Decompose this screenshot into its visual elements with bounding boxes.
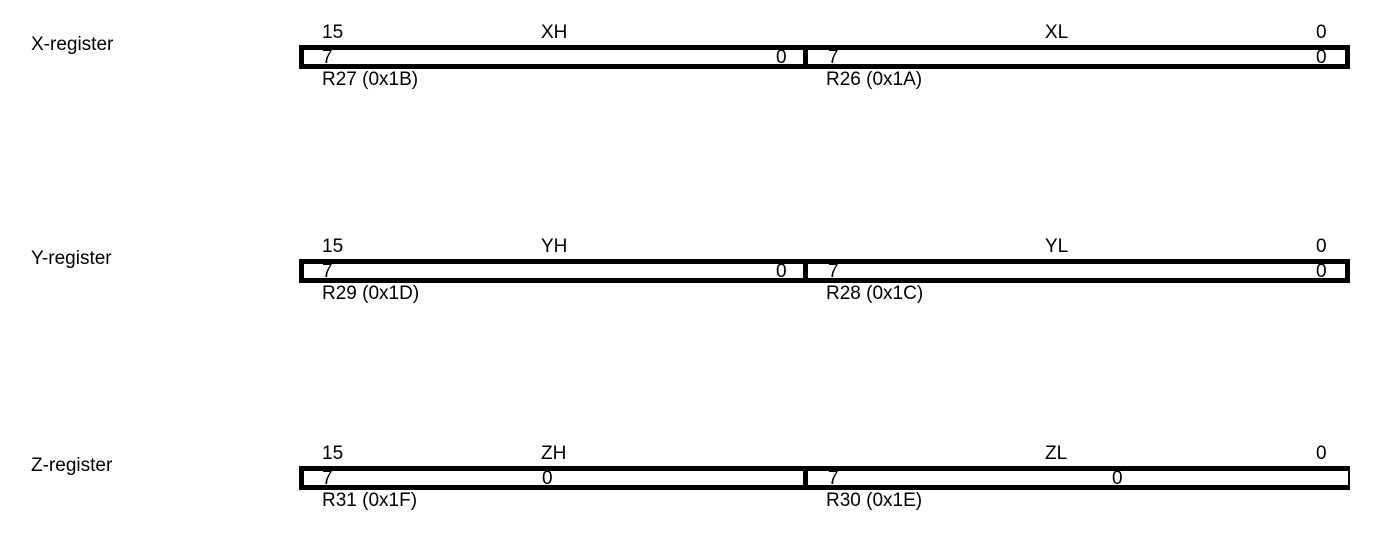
high-byte-address: R29 (0x1D) — [322, 283, 420, 304]
low-byte-address: R28 (0x1C) — [826, 283, 924, 304]
high-byte-address: R31 (0x1F) — [322, 490, 418, 511]
high-byte-lsb: 0 — [776, 261, 787, 282]
low-byte-msb: 7 — [828, 47, 839, 68]
low-byte-lsb: 0 — [1316, 47, 1327, 68]
y-register-row: Y-register 15 YH YL 0 7 0 7 0 R29 (0x1D)… — [0, 237, 1384, 337]
high-byte-address: R27 (0x1B) — [322, 69, 419, 90]
register-name: X-register — [31, 34, 114, 55]
low-byte-lsb: 0 — [1316, 261, 1327, 282]
high-byte-name: YH — [541, 236, 568, 257]
z-register-row: Z-register 15 ZH ZL 0 7 0 7 0 R31 (0x1F)… — [0, 444, 1384, 544]
low-byte-name: ZL — [1045, 443, 1068, 464]
low-byte-lsb: 0 — [1112, 468, 1123, 489]
high-byte-name: ZH — [541, 443, 567, 464]
low-byte-msb: 7 — [828, 261, 839, 282]
low-byte-name: YL — [1045, 236, 1069, 257]
high-byte-box: 7 0 — [299, 466, 810, 490]
high-byte-msb: 7 — [322, 47, 333, 68]
high-byte-lsb: 0 — [542, 468, 553, 489]
register-name: Z-register — [31, 455, 113, 476]
high-byte-name: XH — [541, 22, 568, 43]
low-byte-box: 7 0 — [803, 259, 1350, 283]
low-byte-msb: 7 — [828, 468, 839, 489]
bit-0-label: 0 — [1316, 236, 1327, 257]
low-byte-address: R30 (0x1E) — [826, 490, 923, 511]
high-byte-msb: 7 — [322, 261, 333, 282]
bit-15-label: 15 — [322, 236, 344, 257]
high-byte-lsb: 0 — [776, 47, 787, 68]
high-byte-box: 7 0 — [299, 259, 810, 283]
low-byte-box: 7 0 — [803, 45, 1350, 69]
x-register-row: X-register 15 XH XL 0 7 0 7 0 R27 (0x1B)… — [0, 23, 1384, 123]
bit-15-label: 15 — [322, 22, 344, 43]
bit-0-label: 0 — [1316, 22, 1327, 43]
high-byte-box: 7 0 — [299, 45, 810, 69]
low-byte-name: XL — [1045, 22, 1069, 43]
register-name: Y-register — [31, 248, 112, 269]
low-byte-box: 7 0 — [803, 466, 1350, 490]
bit-15-label: 15 — [322, 443, 344, 464]
low-byte-address: R26 (0x1A) — [826, 69, 923, 90]
high-byte-msb: 7 — [322, 468, 333, 489]
bit-0-label: 0 — [1316, 443, 1327, 464]
